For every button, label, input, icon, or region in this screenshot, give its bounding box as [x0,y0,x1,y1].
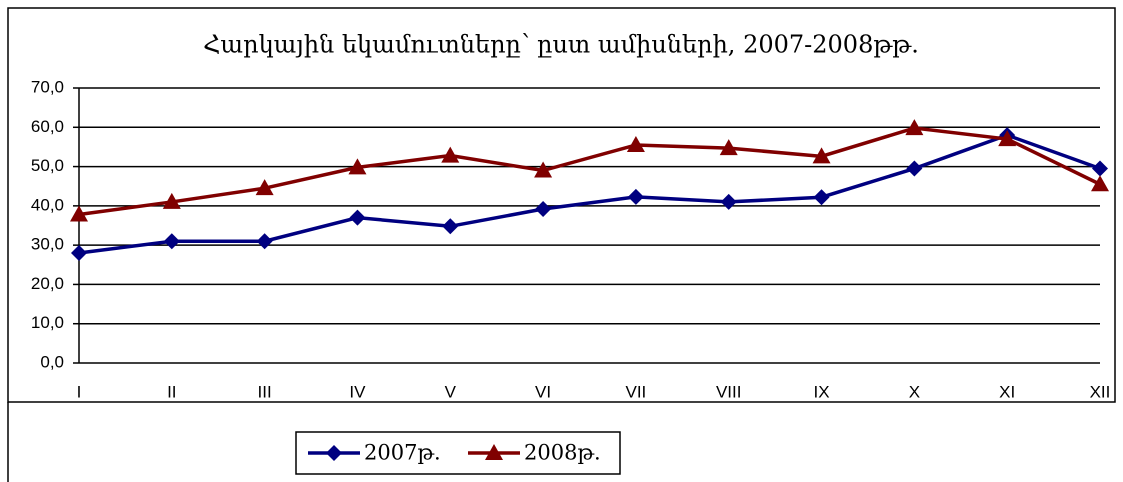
y-tick-label: 20,0 [31,274,64,293]
y-tick-label: 70,0 [31,77,64,96]
x-tick-label: XI [999,382,1015,401]
x-tick-label: VIII [716,382,742,401]
x-tick-label: III [258,382,272,401]
y-tick-label: 30,0 [31,235,64,254]
marker [255,179,274,196]
legend-label: 2007թ. [364,441,441,465]
marker [163,233,180,250]
marker [906,160,923,177]
x-tick-label: IX [814,382,830,401]
marker [534,161,553,178]
marker [720,193,737,210]
marker [349,209,366,226]
y-tick-label: 10,0 [31,313,64,332]
marker [812,147,831,164]
series-line [78,133,1101,255]
marker [1092,160,1108,177]
x-tick-label: VII [626,382,647,401]
marker [70,205,88,222]
x-tick-label: XII [1090,382,1111,401]
chart-frame [7,7,1116,403]
legend-marker [326,445,342,461]
marker [348,158,367,175]
y-tick-label: 40,0 [31,195,64,214]
series-line [78,126,1101,217]
y-tick-label: 0,0 [40,352,64,371]
legend [295,431,621,475]
marker [905,119,924,136]
legend-marker [485,444,503,460]
marker [719,139,738,156]
x-tick-label: IV [349,382,366,401]
marker [441,146,460,163]
marker [998,130,1017,147]
x-tick-label: V [445,382,457,401]
x-tick-label: I [77,382,82,401]
x-tick-label: II [167,382,176,401]
marker [71,245,87,261]
marker [626,135,645,152]
marker [813,189,830,206]
marker [1091,175,1109,192]
x-tick-label: X [909,382,920,401]
marker [256,233,273,250]
marker [627,188,644,205]
legend-label: 2008թ. [524,441,601,465]
marker [442,218,459,235]
y-tick-label: 50,0 [31,156,64,175]
chart-title: Հարկային եկամուտները՝ ըստ ամիսների, 2007… [203,31,919,59]
marker [535,201,552,217]
x-tick-label: VI [535,382,551,401]
marker [162,192,181,209]
y-tick-label: 60,0 [31,117,64,136]
